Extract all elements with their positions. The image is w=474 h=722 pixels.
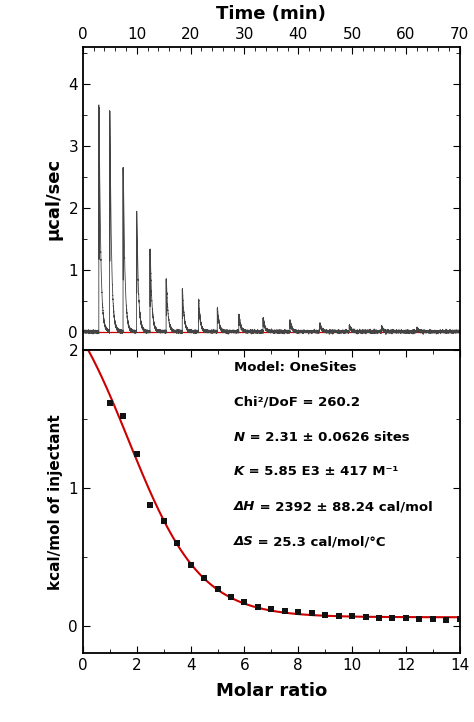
Point <box>227 591 235 603</box>
Point <box>160 516 167 527</box>
Point <box>362 611 369 622</box>
Text: = 2.31 ± 0.0626 sites: = 2.31 ± 0.0626 sites <box>245 430 410 443</box>
Point <box>335 609 342 621</box>
Point <box>443 614 450 625</box>
Point <box>254 601 262 612</box>
Text: Chi²/DoF = 260.2: Chi²/DoF = 260.2 <box>234 396 360 409</box>
X-axis label: Molar ratio: Molar ratio <box>216 682 327 700</box>
Point <box>133 448 141 459</box>
Point <box>187 560 194 571</box>
Point <box>214 583 221 594</box>
Point <box>119 411 127 422</box>
Point <box>348 610 356 622</box>
Point <box>389 612 396 624</box>
Text: ΔS: ΔS <box>234 535 254 548</box>
Point <box>201 572 208 583</box>
Point <box>106 397 114 409</box>
Point <box>321 609 329 621</box>
Point <box>241 596 248 608</box>
Text: K: K <box>234 466 244 479</box>
Point <box>308 608 316 619</box>
Point <box>375 612 383 623</box>
Point <box>416 613 423 625</box>
Point <box>267 604 275 615</box>
Text: = 5.85 E3 ± 417 M⁻¹: = 5.85 E3 ± 417 M⁻¹ <box>244 466 398 479</box>
Text: = 25.3 cal/mol/°C: = 25.3 cal/mol/°C <box>254 535 386 548</box>
Text: = 2392 ± 88.24 cal/mol: = 2392 ± 88.24 cal/mol <box>255 500 433 513</box>
Text: Model: OneSites: Model: OneSites <box>234 361 356 374</box>
Point <box>402 612 410 624</box>
Point <box>281 605 289 617</box>
Y-axis label: kcal/mol of injectant: kcal/mol of injectant <box>48 414 63 590</box>
Point <box>429 613 437 625</box>
Point <box>294 606 302 618</box>
Point <box>173 537 181 549</box>
Point <box>146 499 154 510</box>
Text: N: N <box>234 430 245 443</box>
Point <box>456 613 464 625</box>
X-axis label: Time (min): Time (min) <box>217 5 326 22</box>
Text: ΔH: ΔH <box>234 500 255 513</box>
Y-axis label: μcal/sec: μcal/sec <box>45 157 63 240</box>
